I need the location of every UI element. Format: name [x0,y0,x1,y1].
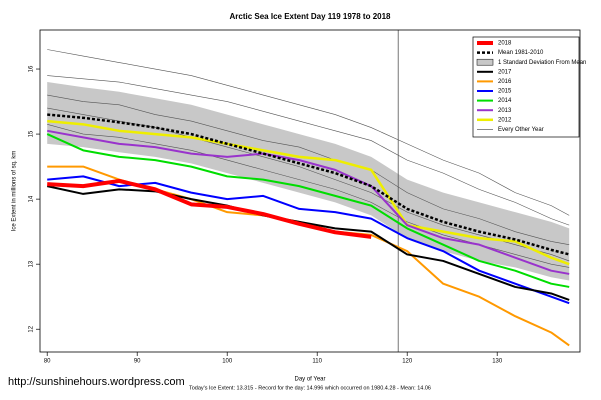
y-tick-label: 15 [29,130,35,137]
background-line [47,49,570,216]
x-tick-label: 80 [44,359,51,365]
plot-frame [39,29,581,353]
series-line [47,119,570,266]
background-line [47,124,570,268]
series-line [46,185,570,301]
series-line [47,113,570,256]
series-line [47,129,570,275]
x-tick-label: 100 [222,359,233,365]
y-tick-label: 16 [29,65,35,72]
legend-box [472,36,580,138]
y-tick-label: 13 [29,260,35,267]
legend-label: 2013 [498,108,512,114]
legend-label: 2018 [498,41,512,47]
legend-label: 2012 [498,117,512,123]
series-line [47,178,372,239]
legend-label: Every Other Year [498,127,544,133]
watermark: http://sunshinehours.wordpress.com [8,376,185,388]
legend-swatch [476,58,494,66]
legend-label: Mean 1981-2010 [498,50,544,56]
background-line [47,75,570,226]
x-tick-label: 130 [492,359,503,365]
chart-title: Arctic Sea Ice Extent Day 119 1978 to 20… [230,12,392,21]
legend-label: 1 Standard Deviation From Mean [498,60,586,66]
x-tick-label: 120 [402,359,413,365]
legend-label: 2014 [498,98,512,104]
legend-label: 2017 [498,69,512,75]
series-line [46,133,570,288]
y-tick-label: 14 [29,195,35,202]
footer: Today's Ice Extent: 13.315 - Record for … [189,385,431,391]
y-tick-label: 12 [29,325,35,332]
x-axis-label: Day of Year [294,377,325,383]
x-tick-label: 90 [134,359,141,365]
y-axis-label: Ice Extent in millions of sq. km [12,151,18,232]
legend-label: 2015 [498,89,512,95]
background-line [47,94,570,245]
x-tick-label: 110 [312,359,322,365]
legend-label: 2016 [498,79,512,85]
